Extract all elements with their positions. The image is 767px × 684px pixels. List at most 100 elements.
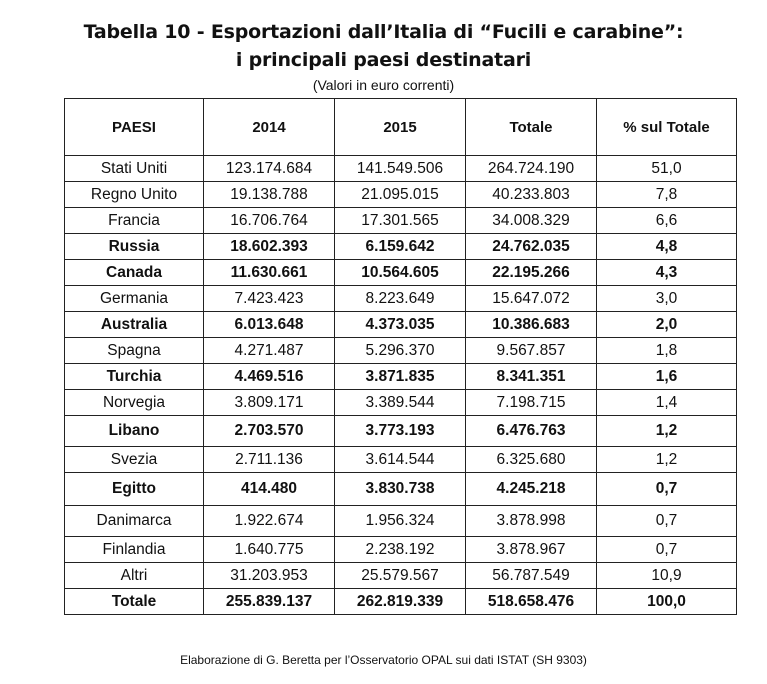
table-row: Russia 18.602.393 6.159.642 24.762.035 4,8: [64, 233, 737, 260]
percent-cell: 4,8: [596, 233, 737, 260]
value-2014-cell: 255.839.137: [203, 588, 335, 615]
value-2015-cell: 3.830.738: [334, 472, 466, 506]
country-cell: Totale: [64, 588, 204, 615]
value-2014-cell: 4.469.516: [203, 363, 335, 390]
country-cell: Germania: [64, 285, 204, 312]
total-cell: 9.567.857: [465, 337, 597, 364]
percent-cell: 6,6: [596, 207, 737, 234]
percent-cell: 1,2: [596, 415, 737, 447]
total-cell: 24.762.035: [465, 233, 597, 260]
table-row: Francia 16.706.764 17.301.565 34.008.329 6,6: [64, 207, 737, 234]
percent-cell: 51,0: [596, 155, 737, 182]
country-cell: Svezia: [64, 446, 204, 473]
country-cell: Turchia: [64, 363, 204, 390]
value-2015-cell: 21.095.015: [334, 181, 466, 208]
header-percent: % sul Totale: [596, 98, 737, 156]
value-2014-cell: 19.138.788: [203, 181, 335, 208]
country-cell: Egitto: [64, 472, 204, 506]
header-2014: 2014: [203, 98, 335, 156]
country-cell: Danimarca: [64, 505, 204, 537]
value-2015-cell: 3.389.544: [334, 389, 466, 416]
percent-cell: 1,8: [596, 337, 737, 364]
total-cell: 4.245.218: [465, 472, 597, 506]
total-cell: 8.341.351: [465, 363, 597, 390]
table-row: Egitto 414.480 3.830.738 4.245.218 0,7: [64, 472, 737, 506]
table-row: Regno Unito 19.138.788 21.095.015 40.233.80…: [64, 181, 737, 208]
exports-table: PAESI 2014 2015 Totale % sul Totale Stat…: [64, 98, 737, 615]
country-cell: Russia: [64, 233, 204, 260]
table-row: Danimarca 1.922.674 1.956.324 3.878.998 0,7: [64, 505, 737, 537]
total-row: Totale 255.839.137 262.819.339 518.658.476 1…: [64, 588, 737, 615]
table-title-line2: i principali paesi destinatari: [235, 49, 532, 71]
country-cell: Finlandia: [64, 536, 204, 563]
total-cell: 3.878.967: [465, 536, 597, 563]
total-cell: 264.724.190: [465, 155, 597, 182]
table-row: Canada 11.630.661 10.564.605 22.195.266 4,3: [64, 259, 737, 286]
table-subtitle: (Valori in euro correnti): [312, 77, 455, 93]
value-2014-cell: 7.423.423: [203, 285, 335, 312]
country-cell: Altri: [64, 562, 204, 589]
country-cell: Stati Uniti: [64, 155, 204, 182]
country-cell: Australia: [64, 311, 204, 338]
value-2015-cell: 4.373.035: [334, 311, 466, 338]
table-row: Spagna 4.271.487 5.296.370 9.567.857 1,8: [64, 337, 737, 364]
total-cell: 518.658.476: [465, 588, 597, 615]
table-row: Altri 31.203.953 25.579.567 56.787.549 10,9: [64, 562, 737, 589]
value-2014-cell: 123.174.684: [203, 155, 335, 182]
percent-cell: 100,0: [596, 588, 737, 615]
table-body: Stati Uniti 123.174.684 141.549.506 264.724…: [64, 155, 737, 615]
percent-cell: 7,8: [596, 181, 737, 208]
table-row: Australia 6.013.648 4.373.035 10.386.683 2,0: [64, 311, 737, 338]
total-cell: 10.386.683: [465, 311, 597, 338]
value-2015-cell: 5.296.370: [334, 337, 466, 364]
value-2014-cell: 2.703.570: [203, 415, 335, 447]
value-2015-cell: 8.223.649: [334, 285, 466, 312]
country-cell: Libano: [64, 415, 204, 447]
value-2014-cell: 1.922.674: [203, 505, 335, 537]
table-title: Tabella 10 - Esportazioni dall’Italia di…: [83, 21, 684, 43]
country-cell: Spagna: [64, 337, 204, 364]
value-2014-cell: 1.640.775: [203, 536, 335, 563]
value-2015-cell: 6.159.642: [334, 233, 466, 260]
value-2014-cell: 4.271.487: [203, 337, 335, 364]
total-cell: 6.325.680: [465, 446, 597, 473]
total-cell: 56.787.549: [465, 562, 597, 589]
source-note: Elaborazione di G. Beretta per l’Osserva…: [180, 653, 587, 667]
value-2014-cell: 2.711.136: [203, 446, 335, 473]
value-2014-cell: 11.630.661: [203, 259, 335, 286]
percent-cell: 3,0: [596, 285, 737, 312]
table-row: Turchia 4.469.516 3.871.835 8.341.351 1,6: [64, 363, 737, 390]
percent-cell: 0,7: [596, 505, 737, 537]
table-row: Finlandia 1.640.775 2.238.192 3.878.967 0,7: [64, 536, 737, 563]
header-totale: Totale: [465, 98, 597, 156]
country-cell: Regno Unito: [64, 181, 204, 208]
value-2015-cell: 3.871.835: [334, 363, 466, 390]
value-2015-cell: 17.301.565: [334, 207, 466, 234]
percent-cell: 0,7: [596, 472, 737, 506]
value-2015-cell: 141.549.506: [334, 155, 466, 182]
header-paesi: PAESI: [64, 98, 204, 156]
table-row: Libano 2.703.570 3.773.193 6.476.763 1,2: [64, 415, 737, 447]
table-row: Germania 7.423.423 8.223.649 15.647.072 3,0: [64, 285, 737, 312]
value-2015-cell: 1.956.324: [334, 505, 466, 537]
value-2015-cell: 3.614.544: [334, 446, 466, 473]
value-2014-cell: 3.809.171: [203, 389, 335, 416]
total-cell: 15.647.072: [465, 285, 597, 312]
header-row: PAESI 2014 2015 Totale % sul Totale: [64, 98, 737, 156]
header-2015: 2015: [334, 98, 466, 156]
value-2015-cell: 262.819.339: [334, 588, 466, 615]
percent-cell: 10,9: [596, 562, 737, 589]
table-row: Svezia 2.711.136 3.614.544 6.325.680 1,2: [64, 446, 737, 473]
percent-cell: 1,2: [596, 446, 737, 473]
total-cell: 34.008.329: [465, 207, 597, 234]
total-cell: 40.233.803: [465, 181, 597, 208]
value-2015-cell: 25.579.567: [334, 562, 466, 589]
total-cell: 6.476.763: [465, 415, 597, 447]
percent-cell: 1,4: [596, 389, 737, 416]
value-2015-cell: 3.773.193: [334, 415, 466, 447]
value-2015-cell: 2.238.192: [334, 536, 466, 563]
percent-cell: 4,3: [596, 259, 737, 286]
percent-cell: 2,0: [596, 311, 737, 338]
total-cell: 3.878.998: [465, 505, 597, 537]
value-2014-cell: 414.480: [203, 472, 335, 506]
